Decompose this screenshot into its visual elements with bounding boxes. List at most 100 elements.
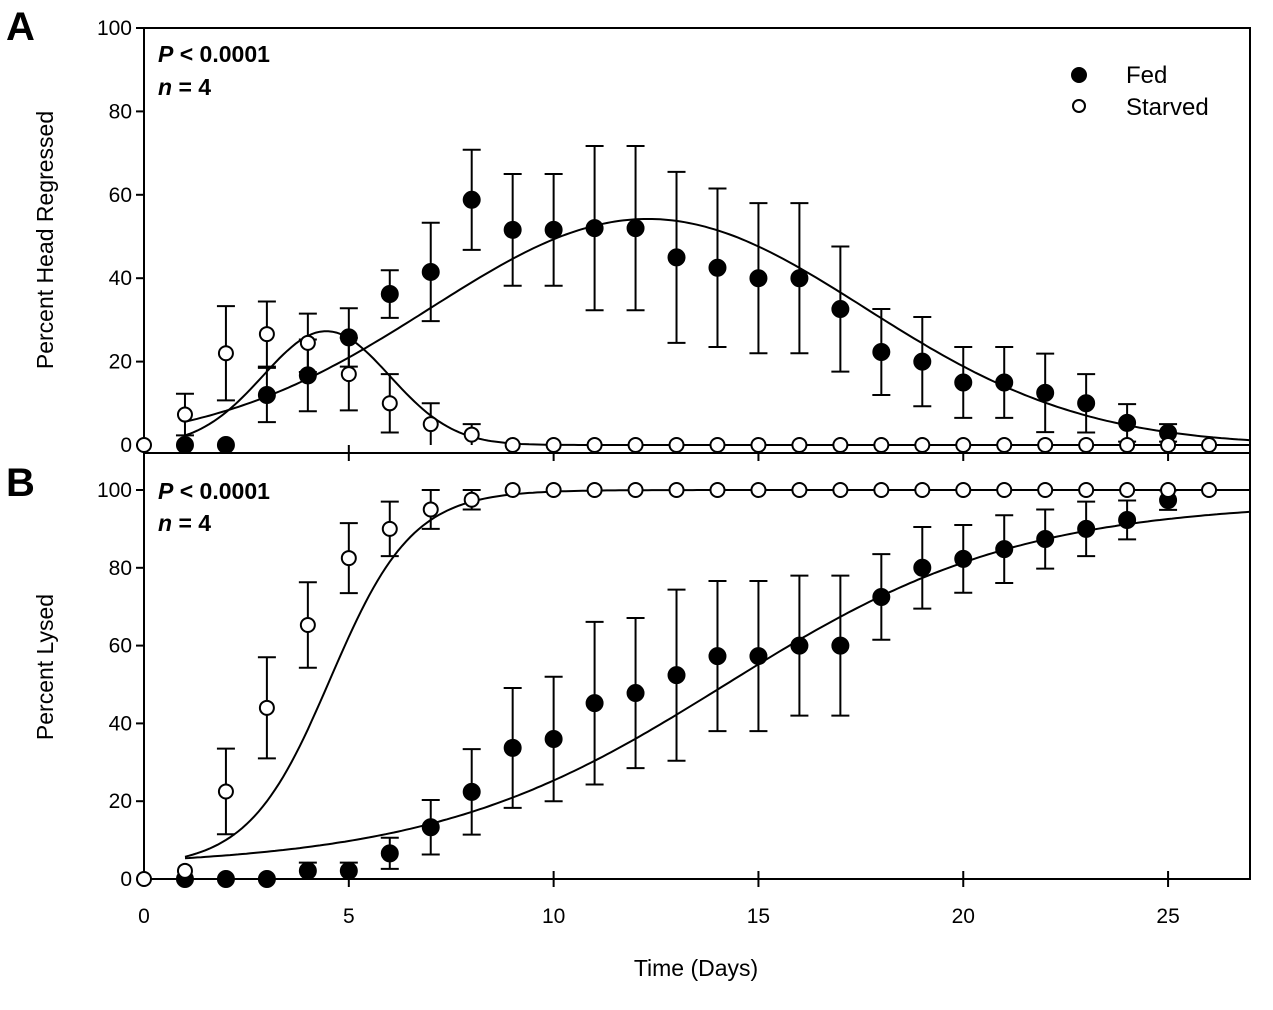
data-point-starved (873, 482, 890, 498)
data-point-fed (339, 861, 358, 880)
data-point-starved (463, 491, 480, 508)
data-point-starved (545, 437, 562, 453)
data-point-starved (340, 550, 357, 567)
data-point-starved (504, 482, 521, 498)
data-point-fed (298, 861, 317, 880)
data-point-starved (627, 482, 644, 498)
data-point-fed (1036, 530, 1055, 549)
x-tick-label: 10 (542, 905, 565, 928)
data-point-starved (914, 482, 931, 498)
panel-a-p-value: P < 0.0001 (158, 41, 270, 67)
data-point-starved (258, 699, 275, 716)
p-symbol: P (158, 41, 174, 67)
n-value-text: = 4 (172, 510, 211, 536)
data-point-starved (996, 482, 1013, 498)
data-point-fed (421, 818, 440, 837)
data-point-starved (340, 366, 357, 383)
panel-a-fit-starved (184, 330, 1250, 446)
legend: Fed Starved (1071, 62, 1209, 121)
panel-b-ytick-label: 0 (120, 868, 132, 891)
data-point-starved (1201, 437, 1218, 453)
panel-b-ytick-label: 80 (109, 557, 132, 580)
data-point-starved (504, 437, 521, 453)
data-point-starved (791, 437, 808, 453)
data-point-fed (544, 729, 563, 748)
data-point-starved (709, 437, 726, 453)
data-point-starved (299, 616, 316, 633)
data-point-starved (1078, 482, 1095, 498)
data-point-starved (176, 862, 193, 879)
data-point-fed (462, 782, 481, 801)
data-point-starved (914, 437, 931, 453)
data-point-fed (585, 694, 604, 713)
x-tick-label: 15 (747, 905, 770, 928)
data-point-fed (257, 870, 276, 888)
data-point-fed (216, 870, 235, 888)
x-tick-label: 25 (1156, 905, 1179, 928)
panel-a-ytick-label: 60 (109, 184, 132, 207)
panel-b-n-value: n = 4 (158, 510, 211, 536)
data-point-starved (299, 334, 316, 351)
data-point-fed (954, 373, 973, 392)
panel-a-ytick-label: 80 (109, 100, 132, 123)
data-point-starved (463, 426, 480, 443)
data-point-starved (1160, 482, 1177, 498)
data-point-fed (585, 219, 604, 238)
data-point-fed (872, 343, 891, 362)
data-point-starved (750, 482, 767, 498)
data-point-starved (1160, 437, 1177, 453)
x-tick-label: 20 (952, 905, 975, 928)
x-axis-title: Time (Days) (634, 955, 758, 981)
panel-a-ytick-label: 20 (109, 351, 132, 374)
data-point-starved (1119, 437, 1136, 453)
data-point-starved (217, 345, 234, 362)
panel-b-letter: B (6, 461, 35, 505)
data-point-starved (136, 871, 152, 887)
data-point-starved (1119, 482, 1136, 498)
data-point-starved (217, 783, 234, 800)
panel-b-frame (143, 452, 1251, 880)
data-point-fed (626, 684, 645, 703)
data-point-fed (708, 647, 727, 666)
data-point-fed (790, 269, 809, 288)
x-tick-label: 0 (138, 905, 150, 928)
data-point-starved (258, 326, 275, 343)
data-point-starved (422, 416, 439, 433)
data-point-starved (955, 482, 972, 498)
data-point-fed (421, 262, 440, 281)
data-point-starved (381, 395, 398, 412)
panel-b-ytick-label: 40 (109, 712, 132, 735)
p-symbol: P (158, 478, 174, 504)
data-point-fed (257, 385, 276, 404)
panel-a-frame (143, 27, 1251, 454)
panel-b-ytick-label: 60 (109, 635, 132, 658)
p-value-text: < 0.0001 (173, 41, 270, 67)
legend-starved-label: Starved (1126, 94, 1209, 121)
data-point-starved (545, 482, 562, 498)
data-point-fed (831, 636, 850, 655)
panel-a-ytick-label: 100 (97, 17, 132, 40)
data-point-fed (1077, 394, 1096, 413)
data-point-fed (175, 436, 194, 454)
data-point-fed (1077, 519, 1096, 538)
data-point-starved (1078, 437, 1095, 453)
data-point-fed (216, 436, 235, 454)
panel-b-p-value: P < 0.0001 (158, 478, 270, 504)
data-point-starved (750, 437, 767, 453)
panel-a-n-value: n = 4 (158, 74, 211, 100)
data-point-starved (668, 437, 685, 453)
data-point-starved (996, 437, 1013, 453)
data-point-starved (627, 437, 644, 453)
panel-b-ytick-label: 20 (109, 790, 132, 813)
data-point-fed (667, 248, 686, 267)
legend-fed-label: Fed (1126, 62, 1167, 89)
data-point-fed (831, 300, 850, 319)
data-point-starved (709, 482, 726, 498)
x-tick-label: 5 (343, 905, 355, 928)
data-point-starved (586, 437, 603, 453)
data-point-fed (790, 636, 809, 655)
panel-a-ytick-label: 0 (120, 434, 132, 457)
data-point-fed (1118, 510, 1137, 529)
data-point-fed (749, 269, 768, 288)
